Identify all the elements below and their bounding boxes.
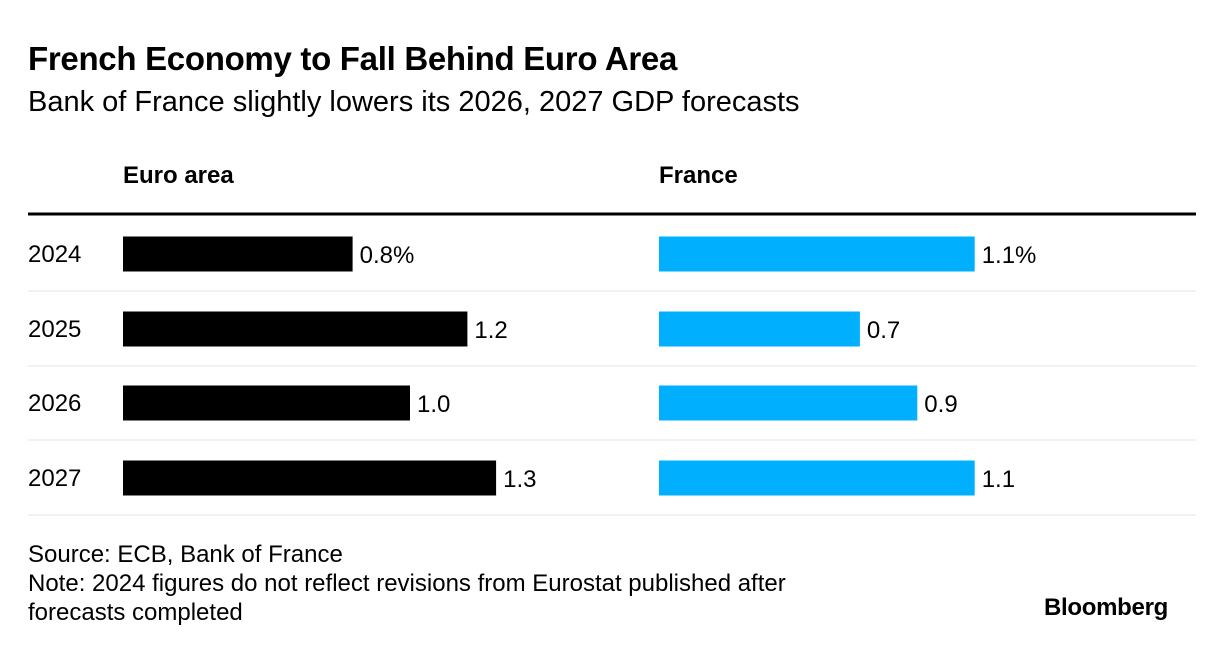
category-label-2027: 2027 — [28, 465, 81, 492]
bar-0-2026 — [123, 385, 410, 421]
series-header-1: France — [659, 162, 738, 189]
bloomberg-logo: Bloomberg — [1044, 594, 1168, 621]
bar-0-2024 — [123, 236, 353, 272]
footnote-line-1: Note: 2024 figures do not reflect revisi… — [28, 570, 786, 597]
category-label-2024: 2024 — [28, 241, 81, 268]
category-label-2025: 2025 — [28, 316, 81, 343]
value-label-1-2026: 0.9 — [924, 391, 957, 418]
value-label-1-2024: 1.1% — [982, 242, 1037, 269]
bar-1-2026 — [659, 385, 918, 421]
footnote-line-2: forecasts completed — [28, 599, 243, 626]
chart-footer: Source: ECB, Bank of France Note: 2024 f… — [28, 540, 786, 627]
bar-1-2025 — [659, 311, 860, 347]
chart-title: French Economy to Fall Behind Euro Area — [28, 40, 678, 77]
value-label-0-2024: 0.8% — [360, 242, 415, 269]
bar-1-2024 — [659, 236, 975, 272]
bar-0-2025 — [123, 311, 468, 347]
value-label-0-2026: 1.0 — [417, 391, 450, 418]
series-header-0: Euro area — [123, 162, 234, 189]
value-label-0-2027: 1.3 — [503, 466, 536, 493]
value-label-1-2025: 0.7 — [867, 317, 900, 344]
bar-chart: Euro area France 2024 2025 2026 2027 0.8% 1.2 1.… — [28, 162, 1196, 516]
value-label-1-2027: 1.1 — [982, 466, 1015, 493]
chart-subtitle: Bank of France slightly lowers its 2026,… — [28, 86, 800, 118]
category-label-2026: 2026 — [28, 390, 81, 417]
bar-0-2027 — [123, 460, 497, 496]
value-label-0-2025: 1.2 — [474, 317, 507, 344]
bar-1-2027 — [659, 460, 975, 496]
source-note: Source: ECB, Bank of France — [28, 541, 343, 568]
